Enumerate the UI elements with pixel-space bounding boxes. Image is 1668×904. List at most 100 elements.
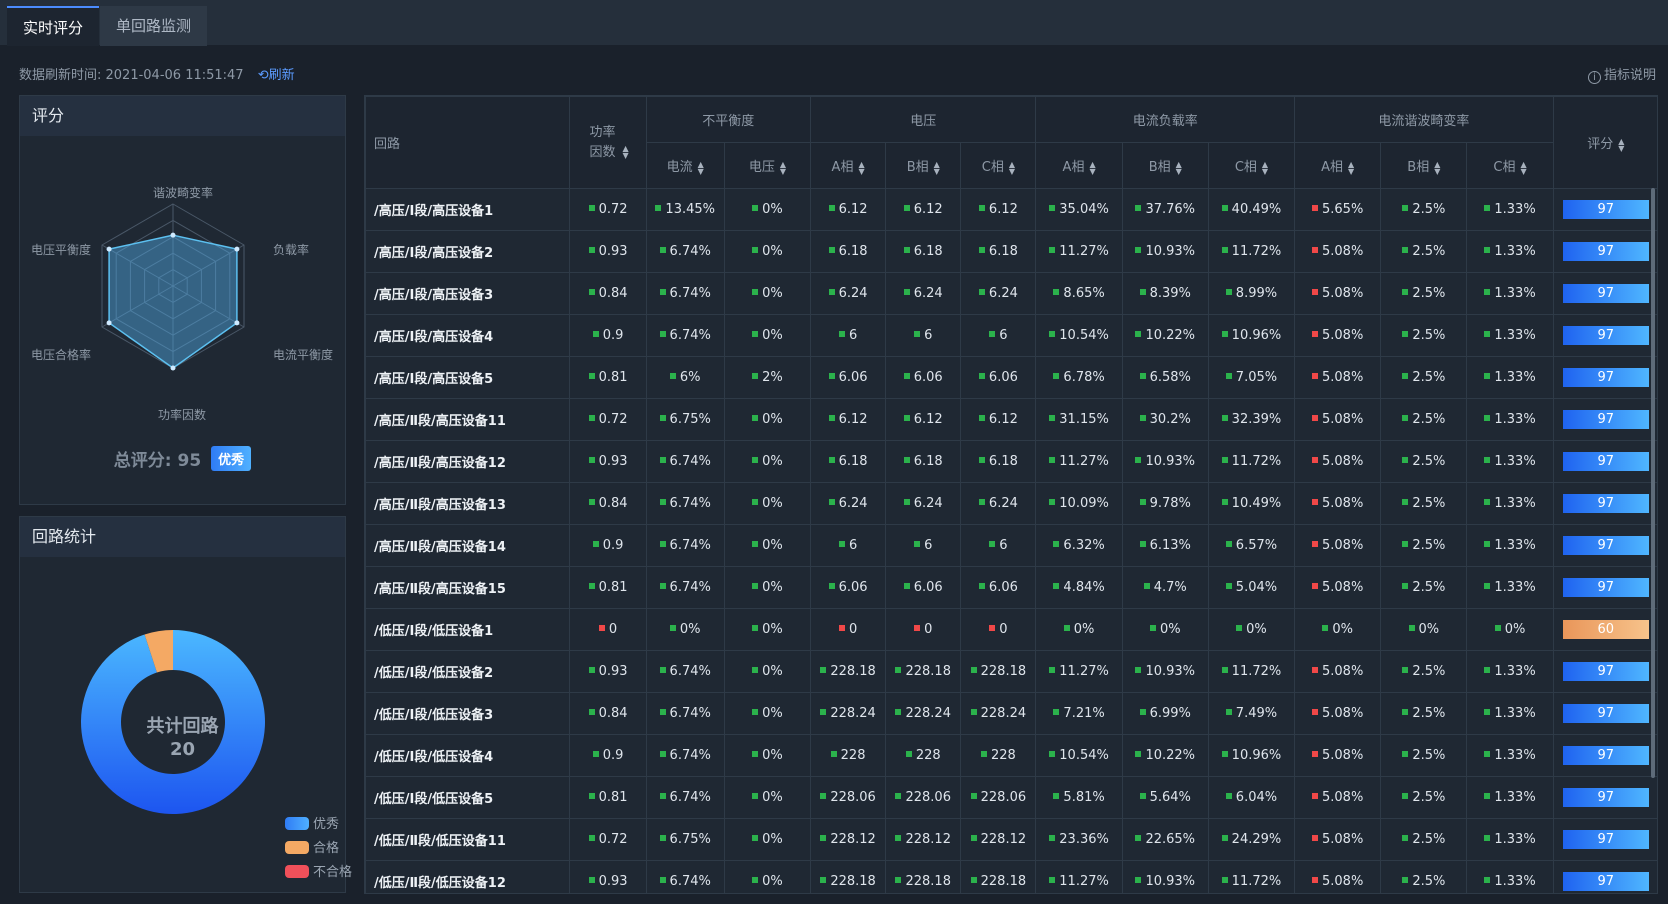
col-sub-header[interactable]: A相 ▲ ▼ (809, 142, 887, 189)
table-row[interactable]: /高压/Ⅱ段/高压设备15 0.81 6.74% 0% 6.06 6.06 6.06 4.84… (365, 566, 1657, 609)
table-row[interactable]: /高压/Ⅱ段/高压设备12 0.93 6.74% 0% 6.18 6.18 6.18 11.2… (365, 440, 1657, 483)
table-row[interactable]: /高压/Ⅱ段/高压设备13 0.84 6.74% 0% 6.24 6.24 6.24 10.0… (365, 482, 1657, 525)
loop-name[interactable]: /低压/Ⅰ段/低压设备3 (365, 692, 571, 735)
tab-realtime-score[interactable]: 实时评分 (7, 6, 99, 46)
table-cell: 228.06 (960, 776, 1037, 819)
table-cell: 6 (885, 314, 962, 357)
table-cell: 228 (809, 734, 887, 777)
table-row[interactable]: /低压/Ⅰ段/低压设备3 0.84 6.74% 0% 228.24 228.24 228.2… (365, 692, 1657, 735)
sort-icon[interactable]: ▲ ▼ (1175, 159, 1182, 176)
table-scrollbar[interactable] (1651, 188, 1655, 778)
legend-unqualified[interactable]: 不合格 (285, 861, 352, 880)
table-row[interactable]: /低压/Ⅰ段/低压设备4 0.9 6.74% 0% 228 228 228 10.54% 10.… (365, 734, 1657, 777)
donut-slice[interactable] (81, 630, 265, 814)
donut-slice[interactable] (144, 630, 173, 673)
loop-name[interactable]: /高压/Ⅰ段/高压设备4 (365, 314, 571, 357)
refresh-button[interactable]: ⟲刷新 (257, 68, 295, 83)
radar-point[interactable] (170, 232, 176, 238)
status-dot-icon (1049, 751, 1056, 757)
radar-point[interactable] (170, 365, 176, 371)
sort-icon[interactable]: ▲ ▼ (858, 159, 865, 176)
status-dot-icon (659, 415, 666, 421)
col-sub-header[interactable]: C相 ▲ ▼ (1466, 142, 1554, 189)
status-dot-icon (1402, 289, 1409, 295)
sort-icon[interactable]: ▲ ▼ (933, 159, 940, 176)
sort-icon[interactable]: ▲ ▼ (1434, 159, 1441, 176)
table-cell: 23.36% (1035, 818, 1123, 861)
table-row[interactable]: /高压/Ⅰ段/高压设备4 0.9 6.74% 0% 6 6 6 10.54% 10.22% 10.… (365, 314, 1657, 357)
sort-icon[interactable]: ▲ ▼ (1348, 159, 1355, 176)
table-cell: 0% (1121, 608, 1209, 651)
status-dot-icon (588, 793, 595, 799)
indicator-help-link[interactable]: i 指标说明 (1587, 64, 1656, 84)
col-sub-header[interactable]: 电流 ▲ ▼ (645, 142, 725, 189)
table-cell: 6.74% (645, 860, 725, 893)
sort-icon[interactable]: ▲ ▼ (1261, 159, 1269, 176)
radar-point[interactable] (106, 246, 112, 252)
loop-name[interactable]: /低压/Ⅱ段/低压设备12 (365, 860, 571, 893)
loop-name[interactable]: /低压/Ⅱ段/低压设备11 (365, 818, 571, 861)
loop-name[interactable]: /高压/Ⅰ段/高压设备2 (365, 230, 571, 273)
table-cell: 6.74% (645, 650, 725, 693)
col-sub-header[interactable]: C相 ▲ ▼ (1207, 142, 1296, 189)
status-dot-icon (1135, 205, 1142, 211)
loop-name[interactable]: /高压/Ⅱ段/高压设备12 (365, 440, 571, 483)
table-row[interactable]: /低压/Ⅰ段/低压设备5 0.81 6.74% 0% 228.06 228.06 228.0… (365, 776, 1657, 819)
col-sub-header[interactable]: C相 ▲ ▼ (960, 142, 1037, 189)
col-sub-header[interactable]: A相 ▲ ▼ (1294, 142, 1382, 189)
loop-name[interactable]: /低压/Ⅰ段/低压设备5 (365, 776, 571, 819)
loop-name[interactable]: /高压/Ⅱ段/高压设备14 (365, 524, 571, 567)
radar-point[interactable] (234, 246, 240, 252)
score-bar: 97 (1562, 830, 1649, 849)
sort-icon[interactable]: ▲ ▼ (779, 159, 786, 176)
table-row[interactable]: /高压/Ⅱ段/高压设备11 0.72 6.75% 0% 6.12 6.12 6.12 31.1… (365, 398, 1657, 441)
score-cell: 97 (1552, 482, 1657, 525)
table-cell: 6.99% (1121, 692, 1209, 735)
table-cell: 6.74% (645, 440, 725, 483)
col-sub-header[interactable]: B相 ▲ ▼ (1121, 142, 1209, 189)
loop-name[interactable]: /高压/Ⅱ段/高压设备15 (365, 566, 571, 609)
sort-icon[interactable]: ▲ ▼ (622, 144, 629, 160)
tab-single-loop-monitor[interactable]: 单回路监测 (100, 6, 207, 46)
sort-icon[interactable]: ▲ ▼ (1520, 159, 1527, 176)
sort-icon[interactable]: ▲ ▼ (1089, 159, 1096, 176)
loop-name[interactable]: /低压/Ⅰ段/低压设备1 (365, 608, 571, 651)
table-cell: 2.5% (1380, 398, 1468, 441)
legend-excellent[interactable]: 优秀 (285, 813, 339, 832)
col-sub-header[interactable]: 电压 ▲ ▼ (723, 142, 812, 189)
status-dot-icon (1312, 835, 1318, 841)
status-dot-icon (669, 625, 676, 631)
loop-name[interactable]: /高压/Ⅱ段/高压设备13 (365, 482, 571, 525)
radar-chart (101, 203, 245, 371)
loop-name[interactable]: /低压/Ⅰ段/低压设备4 (365, 734, 571, 777)
loop-name[interactable]: /高压/Ⅱ段/高压设备11 (365, 398, 571, 441)
table-row[interactable]: /低压/Ⅱ段/低压设备11 0.72 6.75% 0% 228.12 228.12 228.… (365, 818, 1657, 861)
table-row[interactable]: /高压/Ⅰ段/高压设备3 0.84 6.74% 0% 6.24 6.24 6.24 8.65%… (365, 272, 1657, 315)
sort-icon[interactable]: ▲ ▼ (1618, 136, 1625, 153)
radar-point[interactable] (234, 320, 240, 326)
legend-qualified[interactable]: 合格 (285, 837, 339, 856)
status-dot-icon (1484, 751, 1491, 757)
loop-name[interactable]: /高压/Ⅰ段/高压设备3 (365, 272, 571, 315)
table-row[interactable]: /高压/Ⅰ段/高压设备5 0.81 6% 2% 6.06 6.06 6.06 6.78% 6.5… (365, 356, 1657, 399)
table-row[interactable]: /低压/Ⅰ段/低压设备1 0 0% 0% 0 0 0 0% 0% 0% 0% 0% 0% 60 (365, 608, 1657, 651)
status-dot-icon (1135, 247, 1142, 253)
loop-name[interactable]: /低压/Ⅰ段/低压设备2 (365, 650, 571, 693)
table-row[interactable]: /高压/Ⅰ段/高压设备2 0.93 6.74% 0% 6.18 6.18 6.18 11.27… (365, 230, 1657, 273)
status-dot-icon (1221, 667, 1228, 673)
table-row[interactable]: /高压/Ⅱ段/高压设备14 0.9 6.74% 0% 6 6 6 6.32% 6.13% 6.57… (365, 524, 1657, 567)
sort-icon[interactable]: ▲ ▼ (1008, 159, 1016, 176)
status-dot-icon (588, 583, 595, 589)
loop-name[interactable]: /高压/Ⅰ段/高压设备5 (365, 356, 571, 399)
col-sub-header[interactable]: B相 ▲ ▼ (885, 142, 962, 189)
loop-name[interactable]: /高压/Ⅰ段/高压设备1 (365, 188, 571, 231)
col-sub-header[interactable]: A相 ▲ ▼ (1035, 142, 1123, 189)
col-score[interactable]: 评分 ▲ ▼ (1552, 96, 1657, 189)
sort-icon[interactable]: ▲ ▼ (697, 159, 704, 176)
radar-point[interactable] (106, 320, 112, 326)
col-power-factor[interactable]: 功率因数 ▲ ▼ (569, 96, 647, 189)
table-row[interactable]: /高压/Ⅰ段/高压设备1 0.72 13.45% 0% 6.12 6.12 6.12 35.0… (365, 188, 1657, 231)
table-row[interactable]: /低压/Ⅰ段/低压设备2 0.93 6.74% 0% 228.18 228.18 228.1… (365, 650, 1657, 693)
col-sub-header[interactable]: B相 ▲ ▼ (1380, 142, 1468, 189)
table-row[interactable]: /低压/Ⅱ段/低压设备12 0.93 6.74% 0% 228.18 228.18 228.… (365, 860, 1657, 893)
